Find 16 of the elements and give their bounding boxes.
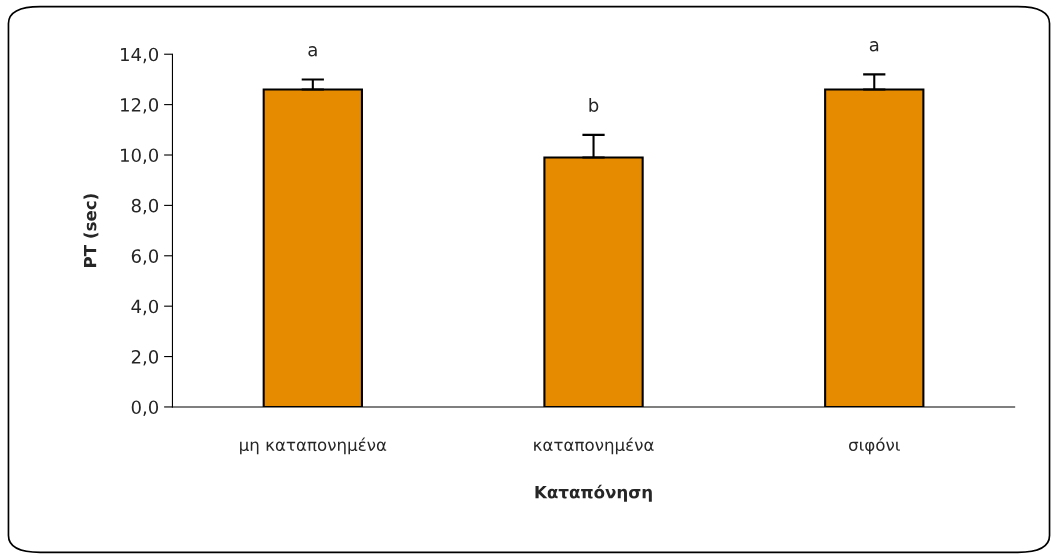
annotation: a — [869, 41, 879, 52]
y-tick-label: 10,0 — [121, 148, 159, 164]
y-tick-label: 14,0 — [121, 47, 159, 64]
x-tick-label: καταπονημένα — [534, 437, 654, 455]
y-tick-label: 8,0 — [131, 198, 159, 215]
x-tick-label: σιφόνι — [849, 437, 900, 455]
y-tick-label: 12,0 — [121, 98, 159, 114]
x-axis-title: Καταπόνηση — [535, 484, 652, 502]
y-tick-label: 4,0 — [131, 299, 159, 316]
y-axis-title: PT (sec) — [83, 194, 99, 267]
y-tick-label: 0,0 — [131, 400, 159, 416]
y-tick-label: 6,0 — [131, 249, 159, 265]
y-tick-label: 2,0 — [131, 350, 159, 366]
annotation: a — [308, 46, 317, 57]
annotation: b — [589, 97, 599, 112]
x-tick-label: μη καταπονημένα — [240, 437, 387, 455]
